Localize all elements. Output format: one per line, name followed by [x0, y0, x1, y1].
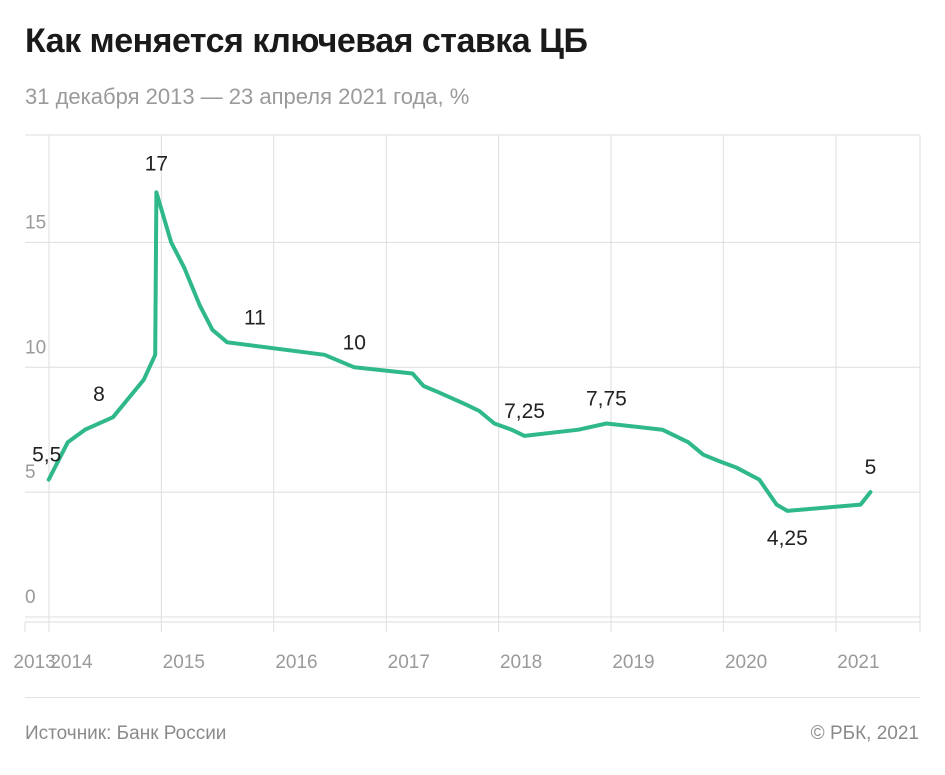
- data-label: 5,5: [32, 444, 61, 467]
- x-tick-label: 2013: [13, 652, 55, 673]
- y-tick-label: 10: [25, 337, 46, 358]
- x-tick-label: 2021: [837, 652, 879, 673]
- x-tick-label: 2016: [275, 652, 317, 673]
- data-label: 7,25: [504, 400, 545, 423]
- x-tick-label: 2014: [50, 652, 93, 673]
- source-note: Источник: Банк России: [25, 723, 227, 744]
- y-tick-label: 15: [25, 212, 46, 233]
- x-tick-label: 2015: [163, 652, 205, 673]
- y-tick-label: 5: [25, 462, 36, 483]
- x-tick-label: 2019: [612, 652, 654, 673]
- y-axis: 0 5 10 15: [25, 212, 46, 608]
- data-label: 8: [93, 383, 105, 406]
- chart-subtitle: 31 декабря 2013 — 23 апреля 2021 года, %: [25, 84, 470, 109]
- rate-series-line: [46, 190, 873, 513]
- data-label: 17: [145, 152, 168, 175]
- data-label: 7,75: [586, 387, 627, 410]
- footer-divider: [25, 697, 920, 698]
- data-label: 10: [343, 331, 366, 354]
- chart-title: Как меняется ключевая ставка ЦБ: [25, 22, 588, 60]
- data-label: 4,25: [767, 527, 808, 550]
- data-label: 5: [865, 456, 877, 479]
- x-tick-label: 2017: [388, 652, 430, 673]
- data-label: 11: [244, 306, 266, 329]
- grid: [24, 134, 921, 632]
- data-labels: 5,5 8 17 11 10 7,25 7,75 4,25 5: [32, 152, 876, 549]
- x-tick-label: 2018: [500, 652, 542, 673]
- y-tick-label: 0: [25, 587, 36, 608]
- x-tick-label: 2020: [725, 652, 767, 673]
- copyright-note: © РБК, 2021: [810, 723, 919, 744]
